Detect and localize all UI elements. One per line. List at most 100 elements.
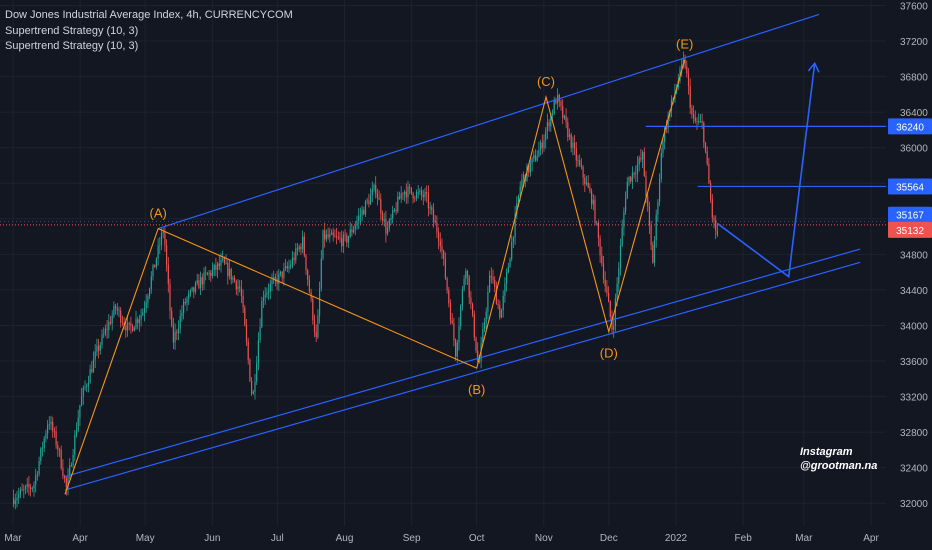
candle-body: [227, 262, 229, 277]
candle-body: [157, 245, 159, 259]
candle-body: [223, 258, 225, 264]
candle-body: [495, 287, 497, 304]
candle-body: [715, 220, 717, 231]
candle-body: [448, 290, 450, 304]
candle-body: [327, 234, 329, 238]
candle-body: [393, 209, 395, 211]
indicator-label[interactable]: Supertrend Strategy (10, 3): [5, 40, 139, 52]
candle-body: [470, 297, 472, 304]
candle-body: [23, 489, 25, 491]
candle-body: [28, 484, 30, 488]
candle-body: [567, 122, 569, 137]
time-axis[interactable]: Mar Apr May Jun Jul Aug Sep Oct Nov Dec 2022 Feb Mar…: [4, 533, 879, 544]
candle-body: [247, 341, 249, 360]
y-tick-label: 32000: [900, 499, 928, 510]
candle-body: [186, 298, 188, 304]
candle-body: [516, 203, 518, 215]
candle-body: [528, 165, 530, 173]
watermark-line1: Instagram: [800, 446, 853, 458]
candle-body: [451, 320, 453, 324]
candle-body: [387, 228, 389, 234]
candle-body: [166, 245, 168, 265]
candle-body: [642, 152, 644, 160]
candle-body: [412, 193, 414, 199]
candle-body: [465, 270, 467, 279]
candle-body: [57, 445, 59, 450]
candle-body: [206, 273, 208, 275]
candle-body: [703, 122, 705, 143]
candle-body: [203, 272, 205, 285]
candle-body: [237, 286, 239, 290]
candle-body: [497, 303, 499, 306]
candle-body: [150, 276, 152, 290]
candle-body: [485, 311, 487, 323]
candle-body: [529, 163, 531, 173]
candle-body: [487, 291, 489, 312]
candle-body: [315, 331, 317, 338]
candle-body: [616, 283, 618, 299]
candle-body: [205, 272, 207, 274]
candle-body: [183, 301, 185, 313]
candle-body: [630, 177, 632, 182]
price-tag: [888, 221, 932, 238]
candle-body: [568, 134, 571, 137]
candle-body: [383, 219, 385, 221]
candle-body: [21, 489, 23, 491]
candle-body: [84, 386, 86, 388]
candle-body: [364, 201, 367, 215]
candle-body: [201, 277, 203, 285]
x-tick-label: Oct: [469, 533, 485, 544]
candle-body: [426, 192, 428, 194]
candle-body: [477, 350, 479, 361]
y-tick-label: 37200: [900, 37, 928, 48]
candle-body: [286, 266, 288, 269]
candle-body: [591, 191, 593, 205]
candle-body: [711, 199, 713, 218]
candle-body: [684, 59, 686, 67]
candle-body: [266, 292, 268, 295]
x-tick-label: Jun: [204, 533, 220, 544]
candle-body: [319, 288, 321, 316]
candle-body: [228, 268, 231, 277]
candle-body: [115, 306, 117, 309]
y-tick-label: 36800: [900, 73, 928, 84]
candle-body: [504, 283, 506, 296]
candle-body: [533, 155, 535, 159]
indicator-label[interactable]: Supertrend Strategy (10, 3): [5, 24, 139, 37]
candle-body: [285, 266, 287, 269]
candle-body: [196, 280, 198, 284]
candle-body: [534, 155, 537, 161]
candle-body: [320, 258, 322, 289]
candle-body: [405, 191, 407, 198]
candle-body: [482, 329, 484, 343]
symbol-title[interactable]: Dow Jones Industrial Average Index, 4h, …: [5, 9, 293, 21]
candle-body: [633, 172, 635, 175]
candle-body: [604, 279, 606, 287]
candle-body: [587, 182, 589, 188]
candle-body: [210, 272, 212, 276]
candle-body: [164, 232, 166, 246]
candle-body: [118, 310, 120, 312]
watermark: Instagram @grootman.na: [800, 446, 877, 472]
candle-body: [681, 64, 683, 69]
x-tick-label: Dec: [600, 533, 618, 544]
candle-body: [575, 148, 577, 161]
candle-body: [121, 322, 123, 324]
candle-body: [62, 468, 64, 477]
candle-body: [24, 486, 27, 490]
candle-body: [434, 220, 436, 223]
candle-body: [511, 241, 513, 260]
candle-body: [645, 175, 647, 197]
candle-body: [611, 316, 613, 330]
candle-body: [251, 380, 253, 394]
y-tick-label: 33200: [900, 393, 928, 404]
candle-body: [138, 319, 140, 323]
candle-body: [293, 257, 295, 261]
candle-body: [657, 201, 659, 215]
price-axis[interactable]: 32000 32400 32800 33200 33600 34000 34400 34800…: [888, 2, 932, 511]
candle-body: [449, 303, 452, 321]
candle-body: [694, 117, 696, 122]
candle-body: [154, 265, 156, 267]
candle-body: [359, 215, 361, 217]
